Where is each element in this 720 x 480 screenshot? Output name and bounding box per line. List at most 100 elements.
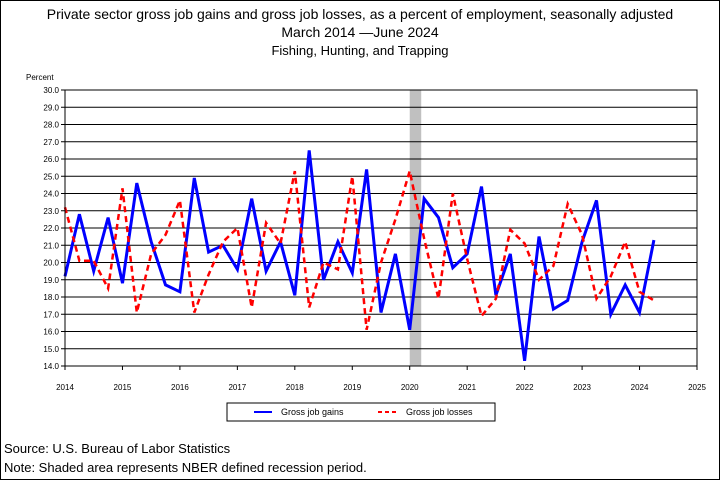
series-layer: [63, 150, 656, 361]
data-point-losses: [251, 307, 253, 309]
data-point-gains: [553, 308, 555, 310]
x-tick-label: 2024: [631, 383, 649, 392]
data-point-losses: [524, 243, 526, 245]
data-point-gains: [208, 251, 210, 253]
data-point-losses: [165, 234, 167, 236]
x-tick-label: 2017: [228, 383, 246, 392]
data-point-gains: [107, 217, 109, 219]
data-point-losses: [624, 241, 626, 243]
series-line-gross-job-losses: [63, 170, 655, 331]
data-point-losses: [150, 253, 152, 255]
data-point-gains: [294, 294, 296, 296]
data-point-gains: [610, 313, 612, 315]
y-tick-label: 24.0: [43, 190, 59, 199]
data-point-gains: [337, 241, 339, 243]
y-tick-label: 18.0: [43, 293, 59, 302]
x-tick-label: 2022: [516, 383, 534, 392]
x-tick-label: 2014: [56, 383, 74, 392]
data-point-gains: [366, 169, 368, 171]
y-tick-label: 16.0: [43, 328, 59, 337]
data-point-gains: [323, 279, 325, 281]
legend: Gross job gains Gross job losses: [226, 402, 496, 422]
data-point-gains: [481, 186, 483, 188]
data-point-losses: [610, 276, 612, 278]
data-point-gains: [639, 312, 641, 314]
data-point-gains: [251, 198, 253, 200]
x-tick-label: 2019: [343, 383, 361, 392]
legend-box: [226, 402, 496, 422]
y-tick-label: 26.0: [43, 155, 59, 164]
data-point-gains: [452, 267, 454, 269]
data-point-losses: [222, 241, 224, 243]
data-point-gains: [179, 291, 181, 293]
data-point-losses: [79, 260, 81, 262]
data-point-losses: [179, 200, 181, 202]
data-point-losses: [639, 291, 641, 293]
data-point-gains: [150, 241, 152, 243]
y-axis-label: Percent: [26, 73, 54, 82]
data-point-gains: [653, 239, 655, 241]
x-tick-label: 2020: [401, 383, 419, 392]
chart-subtitle-industry: Fishing, Hunting, and Trapping: [271, 43, 449, 58]
x-tick-label: 2021: [458, 383, 476, 392]
legend-label-gains: Gross job gains: [281, 407, 344, 417]
x-tick-label: 2015: [114, 383, 132, 392]
data-point-gains: [438, 217, 440, 219]
y-tick-label: 14.0: [43, 362, 59, 371]
plot-border: [64, 89, 698, 367]
y-tick-label: 23.0: [43, 207, 59, 216]
data-point-losses: [567, 203, 569, 205]
data-point-losses: [122, 188, 124, 190]
data-point-gains: [79, 213, 81, 215]
y-tick-label: 28.0: [43, 121, 59, 130]
data-point-gains: [308, 150, 310, 152]
data-point-gains: [122, 282, 124, 284]
data-point-losses: [237, 227, 239, 229]
data-point-losses: [193, 312, 195, 314]
data-point-gains: [351, 272, 353, 274]
data-point-gains: [380, 312, 382, 314]
data-point-losses: [423, 238, 425, 240]
y-tick-label: 29.0: [43, 103, 59, 112]
x-tick-label: 2018: [286, 383, 304, 392]
data-point-losses: [438, 298, 440, 300]
data-point-losses: [452, 193, 454, 195]
data-point-losses: [265, 222, 267, 224]
y-tick-label: 15.0: [43, 345, 59, 354]
data-point-gains: [395, 253, 397, 255]
data-point-gains: [165, 284, 167, 286]
data-point-losses: [337, 269, 339, 271]
data-point-losses: [380, 262, 382, 264]
data-point-gains: [596, 200, 598, 202]
data-point-gains: [538, 236, 540, 238]
y-tick-label: 22.0: [43, 224, 59, 233]
axes: 14.0 15.0 16.0 17.0 18.0 19.0 20.0 21.0 22.0 23.0…: [43, 86, 706, 392]
recession-note: Note: Shaded area represents NBER define…: [4, 460, 367, 475]
chart-subtitle-date-range: March 2014 —June 2024: [281, 24, 439, 40]
y-tick-label: 17.0: [43, 310, 59, 319]
data-point-gains: [423, 198, 425, 200]
data-point-gains: [509, 253, 511, 255]
y-tick-label: 19.0: [43, 276, 59, 285]
data-point-losses: [581, 234, 583, 236]
series-line-gross-job-gains: [63, 150, 656, 361]
data-point-gains: [136, 182, 138, 184]
data-point-losses: [596, 298, 598, 300]
data-point-losses: [107, 288, 109, 290]
data-point-losses: [366, 329, 368, 331]
data-point-gains: [265, 270, 267, 272]
y-tick-label: 21.0: [43, 241, 59, 250]
data-point-losses: [653, 300, 655, 302]
x-tick-label: 2025: [688, 383, 706, 392]
y-tick-label: 20.0: [43, 259, 59, 268]
source-note: Source: U.S. Bureau of Labor Statistics: [4, 441, 231, 456]
data-point-gains: [93, 270, 95, 272]
data-point-losses: [294, 170, 296, 172]
data-point-gains: [624, 284, 626, 286]
data-point-losses: [351, 175, 353, 177]
data-point-gains: [567, 300, 569, 302]
data-point-losses: [395, 219, 397, 221]
data-point-gains: [193, 177, 195, 179]
y-tick-label: 30.0: [43, 86, 59, 95]
